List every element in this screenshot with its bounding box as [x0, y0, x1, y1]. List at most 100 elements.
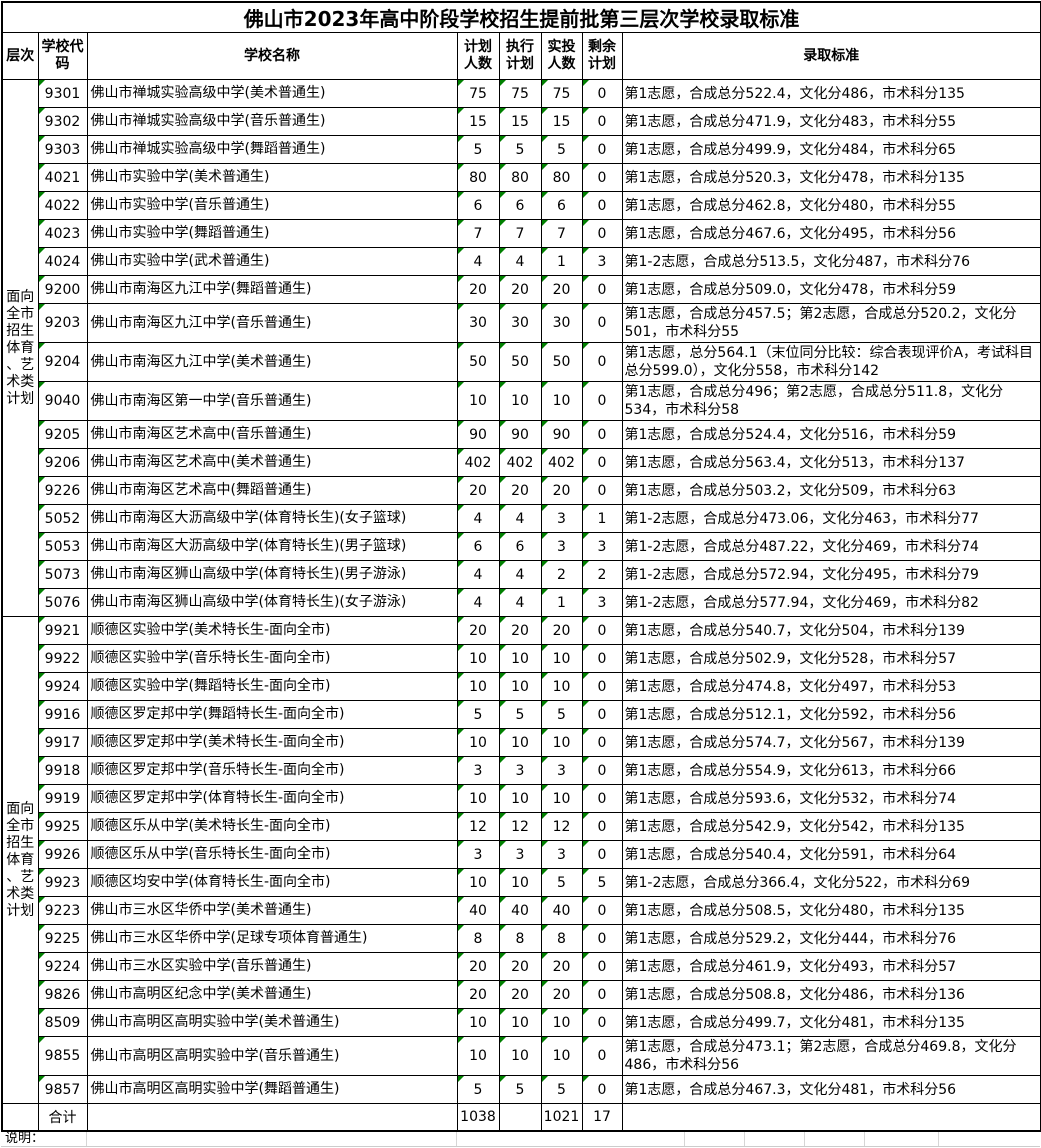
- school-name: 佛山市南海区第一中学(音乐普通生): [86, 381, 458, 421]
- plan-count: 20: [456, 952, 500, 981]
- school-code: 9203: [37, 303, 88, 343]
- actual-count: 10: [540, 784, 583, 813]
- plan-count: 20: [456, 275, 500, 304]
- exec-plan: 20: [498, 616, 542, 645]
- school-code: 5052: [37, 504, 88, 533]
- total-criteria-cell: [621, 1103, 1041, 1132]
- table-row: 9206 佛山市南海区艺术高中(美术普通生) 402 402 402 0 第1志愿，合成总分…: [2, 448, 1041, 477]
- total-actual-count: 1021: [540, 1103, 583, 1132]
- table-row: 9200 佛山市南海区九江中学(舞蹈普通生) 20 20 20 0 第1志愿，合成总分509…: [2, 275, 1041, 304]
- table-row: 9223 佛山市三水区华侨中学(美术普通生) 40 40 40 0 第1志愿，合成总分508…: [2, 896, 1041, 925]
- remain-plan: 0: [581, 303, 623, 343]
- school-code: 5073: [37, 560, 88, 589]
- actual-count: 3: [540, 504, 583, 533]
- plan-count: 10: [456, 1008, 500, 1037]
- actual-count: 3: [540, 756, 583, 785]
- page-title: 佛山市2023年高中阶段学校招生提前批第三层次学校录取标准: [1, 1, 1041, 33]
- plan-count: 40: [456, 896, 500, 925]
- school-code: 9923: [37, 868, 88, 897]
- school-name: 佛山市南海区九江中学(舞蹈普通生): [86, 275, 458, 304]
- actual-count: 5: [540, 700, 583, 729]
- remain-plan: 1: [581, 504, 623, 533]
- exec-plan: 50: [498, 342, 542, 382]
- plan-count: 20: [456, 980, 500, 1009]
- table-row: 9918 顺德区罗定邦中学(音乐特长生-面向全市) 3 3 3 0 第1志愿，合成总分554…: [2, 756, 1041, 785]
- school-name: 顺德区实验中学(音乐特长生-面向全市): [86, 644, 458, 673]
- criteria: 第1-2志愿，合成总分513.5，文化分487，市术科分76: [621, 247, 1041, 276]
- school-name: 佛山市南海区九江中学(音乐普通生): [86, 303, 458, 343]
- school-name: 佛山市高明区高明实验中学(舞蹈普通生): [86, 1075, 458, 1104]
- col-header-remain-plan: 剩余计划: [581, 32, 623, 80]
- exec-plan: 6: [498, 532, 542, 561]
- exec-plan: 7: [498, 219, 542, 248]
- notes-label-row: 说明：: [1, 1132, 1040, 1147]
- table-row: 5053 佛山市南海区大沥高级中学(体育特长生)(男子篮球) 6 6 3 3 第1-2志愿，…: [2, 532, 1041, 561]
- gridline: [804, 1132, 805, 1146]
- criteria: 第1志愿，合成总分574.7，文化分567，市术科分139: [621, 728, 1041, 757]
- criteria: 第1志愿，总分564.1（末位同分比较：综合表现评价A，考试科目总分599.0）…: [621, 342, 1041, 382]
- school-code: 9857: [37, 1075, 88, 1104]
- col-header-level: 层次: [1, 32, 39, 80]
- table-row: 4023 佛山市实验中学(舞蹈普通生) 7 7 7 0 第1志愿，合成总分467.6，文化分…: [2, 219, 1041, 248]
- school-code: 9200: [37, 275, 88, 304]
- plan-count: 10: [456, 728, 500, 757]
- school-code: 4024: [37, 247, 88, 276]
- exec-plan: 10: [498, 381, 542, 421]
- table-row: 9203 佛山市南海区九江中学(音乐普通生) 30 30 30 0 第1志愿，合成总分457…: [2, 303, 1041, 343]
- exec-plan: 12: [498, 812, 542, 841]
- table-row: 5052 佛山市南海区大沥高级中学(体育特长生)(女子篮球) 4 4 3 1 第1-2志愿，…: [2, 504, 1041, 533]
- exec-plan: 15: [498, 107, 542, 136]
- criteria: 第1志愿，合成总分540.7，文化分504，市术科分139: [621, 616, 1041, 645]
- total-remain-plan: 17: [581, 1103, 623, 1132]
- level-label: 面向全市招生体育、艺术类计划: [1, 79, 39, 617]
- school-code: 9926: [37, 840, 88, 869]
- table-row: 9226 佛山市南海区艺术高中(舞蹈普通生) 20 20 20 0 第1志愿，合成总分503…: [2, 476, 1041, 505]
- school-code: 9916: [37, 700, 88, 729]
- school-code: 9921: [37, 616, 88, 645]
- table-row: 4021 佛山市实验中学(美术普通生) 80 80 80 0 第1志愿，合成总分520.3，…: [2, 163, 1041, 192]
- criteria: 第1-2志愿，合成总分577.94，文化分469，市术科分82: [621, 588, 1041, 617]
- remain-plan: 0: [581, 980, 623, 1009]
- actual-count: 15: [540, 107, 583, 136]
- actual-count: 90: [540, 420, 583, 449]
- school-code: 9204: [37, 342, 88, 382]
- exec-plan: 10: [498, 1008, 542, 1037]
- actual-count: 5: [540, 135, 583, 164]
- exec-plan: 90: [498, 420, 542, 449]
- plan-count: 10: [456, 1036, 500, 1076]
- actual-count: 20: [540, 616, 583, 645]
- school-name: 佛山市实验中学(舞蹈普通生): [86, 219, 458, 248]
- exec-plan: 40: [498, 896, 542, 925]
- exec-plan: 5: [498, 135, 542, 164]
- actual-count: 5: [540, 868, 583, 897]
- remain-plan: 0: [581, 342, 623, 382]
- actual-count: 50: [540, 342, 583, 382]
- remain-plan: 0: [581, 728, 623, 757]
- school-name: 顺德区罗定邦中学(体育特长生-面向全市): [86, 784, 458, 813]
- remain-plan: 0: [581, 1008, 623, 1037]
- school-name: 顺德区实验中学(美术特长生-面向全市): [86, 616, 458, 645]
- plan-count: 30: [456, 303, 500, 343]
- remain-plan: 0: [581, 616, 623, 645]
- table-row: 5073 佛山市南海区狮山高级中学(体育特长生)(男子游泳) 4 4 2 2 第1-2志愿，…: [2, 560, 1041, 589]
- school-code: 9040: [37, 381, 88, 421]
- remain-plan: 3: [581, 247, 623, 276]
- exec-plan: 3: [498, 756, 542, 785]
- criteria: 第1-2志愿，合成总分473.06，文化分463，市术科分77: [621, 504, 1041, 533]
- notes-label: 说明：: [5, 1131, 45, 1146]
- plan-count: 4: [456, 504, 500, 533]
- actual-count: 10: [540, 1008, 583, 1037]
- school-name: 佛山市实验中学(美术普通生): [86, 163, 458, 192]
- criteria: 第1志愿，合成总分540.4，文化分591，市术科分64: [621, 840, 1041, 869]
- remain-plan: 0: [581, 448, 623, 477]
- criteria: 第1志愿，合成总分471.9，文化分483，市术科分55: [621, 107, 1041, 136]
- table-row: 9225 佛山市三水区华侨中学(足球专项体育普通生) 8 8 8 0 第1志愿，合成总分52…: [2, 924, 1041, 953]
- school-code: 8509: [37, 1008, 88, 1037]
- total-label: 合计: [37, 1103, 88, 1132]
- criteria: 第1志愿，合成总分467.3，文化分481，市术科分56: [621, 1075, 1041, 1104]
- plan-count: 402: [456, 448, 500, 477]
- remain-plan: 0: [581, 924, 623, 953]
- remain-plan: 0: [581, 812, 623, 841]
